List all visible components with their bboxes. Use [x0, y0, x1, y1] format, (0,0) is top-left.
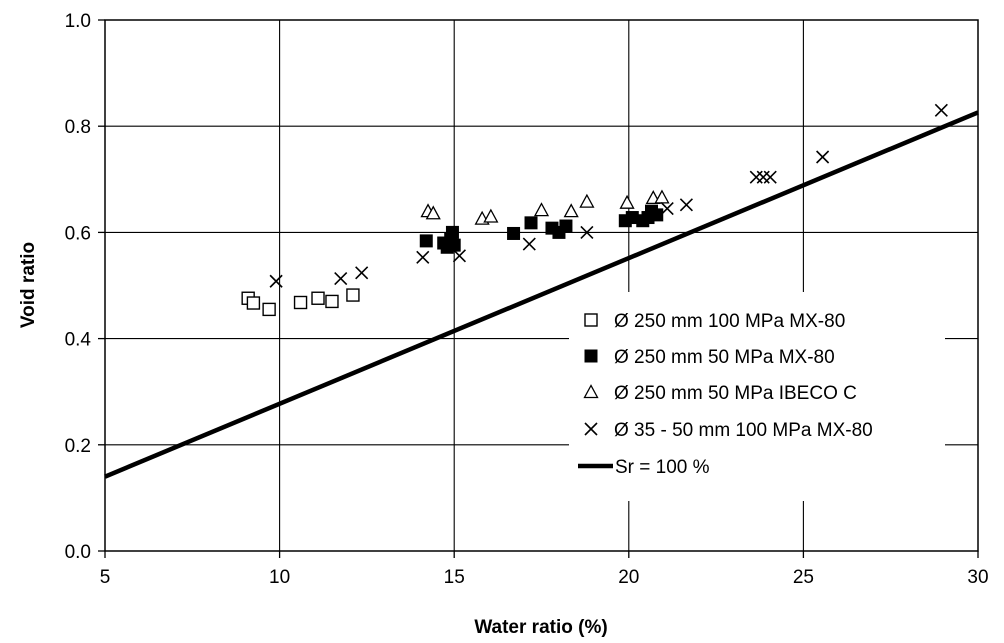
- data-point: [447, 238, 461, 252]
- data-point: [452, 249, 467, 263]
- data-point: [507, 226, 521, 240]
- data-point-stroke: [816, 150, 830, 164]
- legend-label: Ø 250 mm 100 MPa MX-80: [614, 311, 845, 332]
- data-point: [563, 203, 579, 218]
- data-point: [934, 103, 948, 117]
- data-point: [522, 237, 536, 251]
- data-point: [262, 302, 276, 317]
- data-point-stroke: [660, 201, 674, 216]
- data-point: [660, 201, 674, 216]
- data-point: [583, 384, 599, 399]
- y-tick-label: 0.6: [65, 223, 91, 244]
- data-point: [293, 295, 308, 310]
- data-point: [816, 150, 830, 164]
- data-point: [584, 422, 598, 436]
- data-point: [533, 202, 550, 217]
- data-point: [355, 266, 369, 280]
- data-points: [104, 103, 979, 479]
- y-tick-label: 1.0: [65, 11, 91, 32]
- legend: Ø 250 mm 100 MPa MX-80 Ø 250 mm 50 MPa MX…: [569, 292, 945, 501]
- data-point: [619, 194, 635, 209]
- data-point-stroke: [934, 103, 948, 117]
- data-point: [524, 216, 538, 230]
- axis-ticks: 5 10 15 20 25 30 0.0 0.2 0.4 0.6 0.8 1.0: [65, 11, 989, 588]
- data-point-stroke: [334, 272, 348, 286]
- y-tick-label: 0.4: [65, 330, 92, 351]
- data-point: [559, 219, 573, 233]
- data-point: [763, 170, 777, 184]
- data-point: [425, 205, 441, 220]
- data-point: [584, 349, 598, 363]
- x-tick-label: 5: [100, 567, 111, 588]
- data-point-stroke: [269, 274, 283, 288]
- data-point: [679, 198, 693, 212]
- data-point-stroke: [763, 170, 777, 184]
- data-point-stroke: [416, 250, 430, 264]
- data-point: [269, 274, 283, 288]
- x-tick-label: 15: [444, 567, 465, 588]
- data-point: [311, 291, 325, 305]
- legend-label: Ø 250 mm 50 MPa IBECO C: [614, 383, 857, 404]
- data-point: [346, 288, 360, 302]
- legend-label: Sr = 100 %: [615, 457, 710, 478]
- data-point: [419, 234, 433, 248]
- data-point-stroke: [580, 225, 594, 239]
- data-point-stroke: [355, 266, 369, 280]
- data-point-stroke: [522, 237, 536, 251]
- data-point: [580, 225, 594, 239]
- legend-label: Ø 35 - 50 mm 100 MPa MX-80: [614, 420, 873, 441]
- x-tick-label: 20: [618, 567, 639, 588]
- data-point: [650, 208, 664, 222]
- y-axis-label: Void ratio: [18, 242, 39, 328]
- data-point: [584, 313, 598, 327]
- data-point: [246, 296, 261, 310]
- data-point: [325, 294, 339, 309]
- x-tick-label: 30: [967, 567, 988, 588]
- data-point-stroke: [679, 198, 693, 212]
- x-tick-label: 10: [269, 567, 290, 588]
- data-point: [416, 250, 430, 264]
- data-point: [334, 272, 348, 286]
- legend-label: Ø 250 mm 50 MPa MX-80: [614, 347, 835, 368]
- series-line: [104, 110, 979, 479]
- data-point: [579, 193, 595, 208]
- y-tick-label: 0.0: [65, 542, 91, 563]
- x-axis-label: Water ratio (%): [474, 617, 607, 638]
- data-point: [445, 225, 459, 239]
- y-tick-label: 0.8: [65, 117, 91, 138]
- data-point-stroke: [584, 422, 598, 436]
- data-point: [483, 208, 499, 223]
- y-tick-label: 0.2: [65, 436, 91, 457]
- data-point-stroke: [452, 249, 467, 263]
- x-tick-label: 25: [793, 567, 814, 588]
- legend-box: [569, 292, 945, 501]
